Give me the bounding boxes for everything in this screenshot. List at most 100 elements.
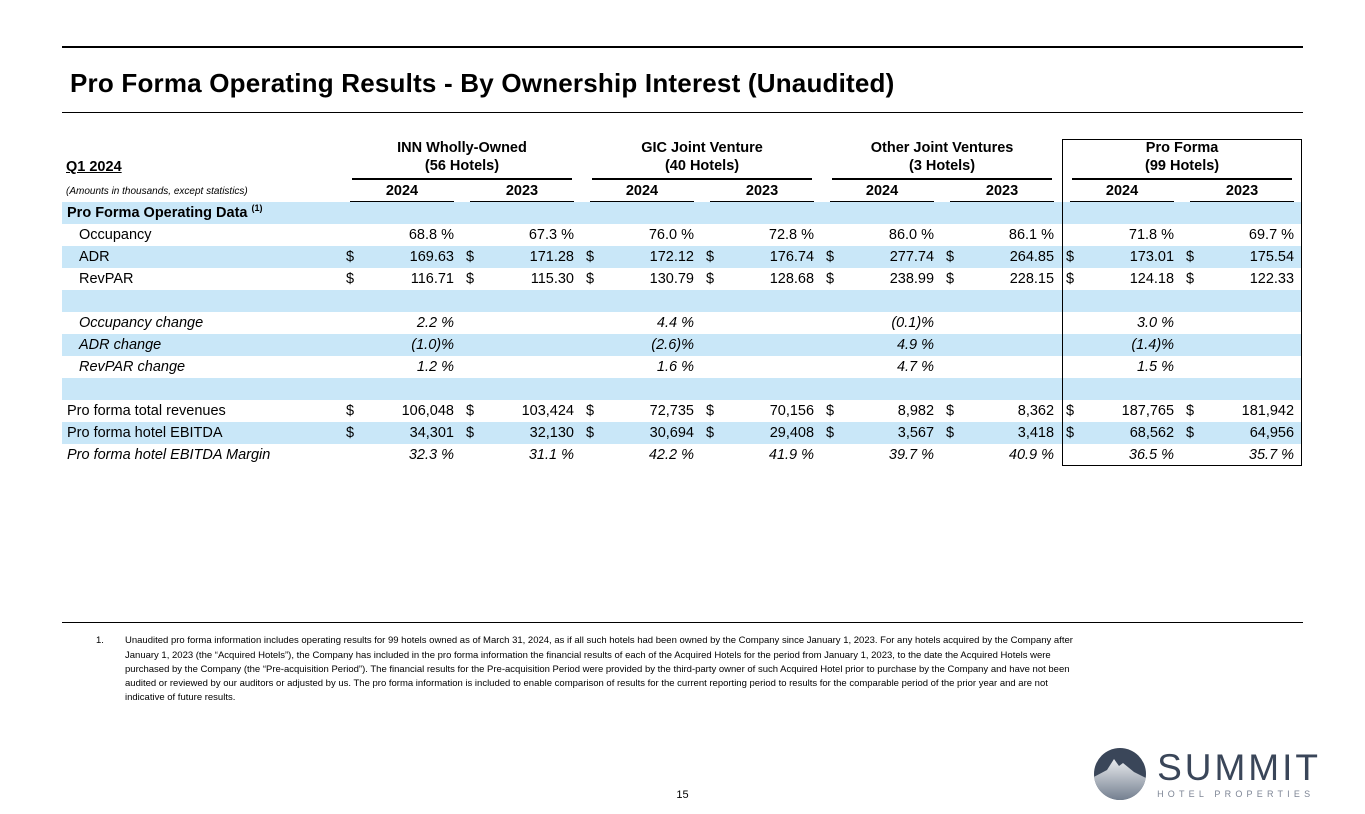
group-hotel-count: (40 Hotels) [664, 158, 740, 175]
year-header: 2023 [1182, 180, 1302, 203]
dollar-sign-cell: $ [586, 403, 595, 420]
value-cell [486, 202, 582, 225]
value-cell: 3,418 [966, 422, 1063, 445]
value-cell: 69.7 % [1248, 227, 1295, 244]
value-cell: 1.6 % [656, 359, 694, 376]
value-cell: 1.5 % [1136, 359, 1175, 376]
value-cell: 29,408 [726, 422, 823, 445]
dollar-sign-cell [342, 312, 366, 334]
dollar-sign-cell: $ [346, 271, 355, 288]
dollar-sign-cell [582, 378, 606, 401]
dollar-sign-cell [342, 202, 366, 225]
value-cell: 122.33 [1249, 271, 1295, 288]
dollar-sign-cell [582, 444, 606, 466]
dollar-sign-cell [1182, 224, 1206, 246]
value-cell [726, 378, 823, 401]
dollar-sign-cell [942, 202, 967, 225]
dollar-sign-cell [942, 334, 967, 357]
dollar-sign-cell [582, 202, 606, 225]
row-label: Pro forma total revenues [67, 403, 226, 420]
dollar-sign-cell: $ [942, 246, 967, 269]
dollar-sign-cell [342, 356, 366, 378]
year-header: 2024 [1062, 180, 1182, 203]
dollar-sign-cell [822, 290, 847, 313]
group-header-row: Q1 2024 INN Wholly-Owned (56 Hotels) GIC Jo… [62, 139, 1302, 181]
footnote: 1. Unaudited pro forma information inclu… [96, 634, 1303, 705]
value-cell: 35.7 % [1248, 447, 1295, 464]
value-cell [606, 202, 702, 225]
dollar-sign-cell: $ [342, 246, 366, 269]
value-cell [486, 356, 582, 378]
table-row: ADR change (1.0)% (2.6)% 4.9 % (1.4)% [62, 334, 1303, 357]
dollar-sign-cell [822, 356, 846, 378]
year-header-row: (Amounts in thousands, except statistics… [62, 180, 1302, 203]
dollar-sign-cell: $ [1182, 422, 1207, 445]
top-rule [62, 46, 1303, 48]
year-header: 2024 [822, 180, 942, 203]
dollar-sign-cell [702, 312, 726, 334]
dollar-sign-cell [462, 312, 486, 334]
row-label [62, 290, 342, 313]
value-cell [606, 378, 702, 401]
value-cell: 1.2 % [416, 359, 454, 376]
value-cell [366, 378, 462, 401]
dollar-sign-cell [822, 202, 847, 225]
period-label-cell: Q1 2024 [62, 139, 342, 180]
dollar-sign-cell [1062, 334, 1087, 357]
value-cell [726, 312, 822, 334]
value-cell [1206, 378, 1303, 401]
value-cell [1206, 334, 1303, 357]
year-header: 2024 [342, 180, 462, 203]
value-cell: (2.6)% [606, 334, 702, 357]
value-cell: 64,956 [1206, 422, 1303, 445]
value-cell: 181,942 [1241, 403, 1295, 420]
dollar-sign-cell: $ [466, 271, 475, 288]
dollar-sign-cell: $ [702, 246, 726, 269]
value-cell [846, 378, 943, 401]
value-cell: 39.7 % [888, 447, 935, 464]
value-cell: 264.85 [966, 246, 1063, 269]
value-cell [966, 312, 1062, 334]
value-cell: 41.9 % [768, 447, 815, 464]
dollar-sign-cell: $ [1066, 271, 1075, 288]
row-label: Pro Forma Operating Data (1) [62, 202, 342, 225]
table-row: Pro forma hotel EBITDA $34,301 $32,130 $30,… [62, 422, 1303, 445]
dollar-sign-cell [942, 312, 966, 334]
dollar-sign-cell [462, 290, 486, 313]
value-cell: 176.74 [726, 246, 823, 269]
dollar-sign-cell: $ [946, 271, 955, 288]
dollar-sign-cell: $ [706, 403, 715, 420]
row-label: Occupancy change [79, 315, 204, 332]
dollar-sign-cell [1182, 312, 1206, 334]
group-name: GIC Joint Venture [641, 140, 763, 156]
footnote-reference: (1) [251, 203, 263, 214]
dollar-sign-cell [822, 334, 847, 357]
dollar-sign-cell [942, 290, 967, 313]
value-cell: (1.4)% [1086, 334, 1183, 357]
group-header: Other Joint Ventures (3 Hotels) [822, 139, 1062, 181]
value-cell [1206, 356, 1302, 378]
footnote-rule [62, 622, 1303, 624]
dollar-sign-cell: $ [826, 403, 835, 420]
value-cell: (1.0)% [366, 334, 462, 357]
dollar-sign-cell: $ [1062, 246, 1087, 269]
dollar-sign-cell [822, 224, 846, 246]
dollar-sign-cell [462, 334, 486, 357]
value-cell: 277.74 [846, 246, 943, 269]
value-cell: 115.30 [530, 271, 574, 288]
value-cell: 32,130 [486, 422, 582, 445]
dollar-sign-cell: $ [582, 246, 606, 269]
dollar-sign-cell [702, 334, 726, 357]
row-label: ADR change [62, 334, 342, 357]
dollar-sign-cell [702, 224, 726, 246]
value-cell: 124.18 [1129, 271, 1175, 288]
group-header: INN Wholly-Owned (56 Hotels) [342, 139, 582, 181]
dollar-sign-cell [1182, 202, 1207, 225]
dollar-sign-cell [582, 224, 606, 246]
dollar-sign-cell [1062, 444, 1086, 466]
value-cell [726, 202, 823, 225]
value-cell [726, 334, 823, 357]
year-header: 2023 [942, 180, 1062, 203]
row-label: Pro forma hotel EBITDA Margin [67, 447, 271, 464]
value-cell: 3.0 % [1136, 315, 1175, 332]
